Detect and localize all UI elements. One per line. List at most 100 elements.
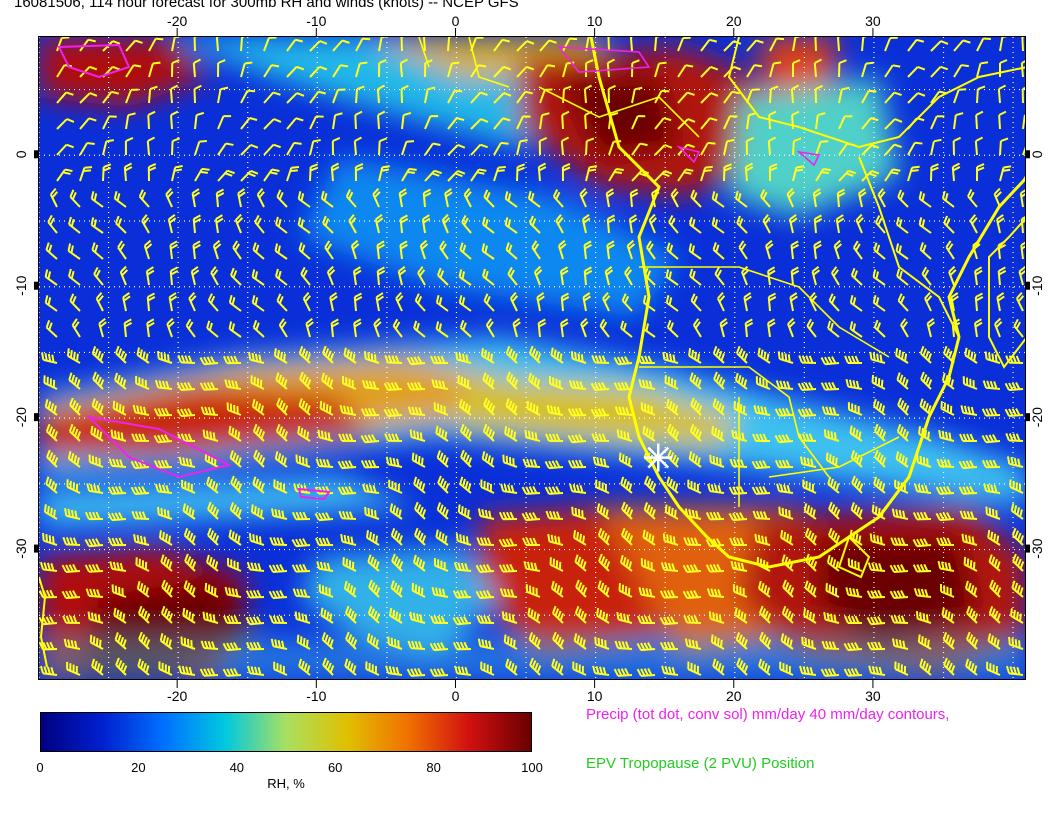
wind-barb xyxy=(895,451,909,468)
wind-barb xyxy=(687,479,702,494)
wind-barb xyxy=(815,140,829,156)
wind-barb xyxy=(585,137,595,156)
wind-barb xyxy=(414,293,426,312)
wind-barb xyxy=(752,433,771,442)
wind-barb xyxy=(69,293,81,312)
wind-barb xyxy=(569,483,587,494)
wind-barb xyxy=(538,136,548,156)
wind-barb xyxy=(447,170,466,182)
wind-barb xyxy=(67,451,81,468)
wind-barb xyxy=(498,563,518,573)
wind-barb xyxy=(895,347,909,364)
wind-barb xyxy=(230,475,243,494)
wind-barb xyxy=(930,163,939,182)
wind-barb xyxy=(64,508,81,520)
wind-barb xyxy=(275,268,288,286)
wind-barb xyxy=(330,318,340,338)
wind-barb xyxy=(963,556,978,572)
wind-barb xyxy=(411,582,426,598)
wind-barb xyxy=(780,529,794,546)
wind-barb xyxy=(224,586,242,598)
wind-barb xyxy=(575,579,588,598)
wind-barb xyxy=(390,580,403,598)
wind-barb xyxy=(644,475,657,494)
wind-barb xyxy=(115,345,128,364)
wind-barb xyxy=(562,61,575,78)
wind-barb xyxy=(983,483,1001,494)
wind-barb xyxy=(774,434,794,444)
wind-barb xyxy=(516,138,528,156)
wind-barb xyxy=(297,217,311,234)
wind-barb xyxy=(974,318,983,338)
wind-barb xyxy=(618,583,633,598)
wind-barb xyxy=(332,88,346,104)
wind-barb xyxy=(275,423,289,442)
wind-barb xyxy=(583,240,592,260)
wind-barb xyxy=(345,189,357,208)
wind-barb xyxy=(631,86,643,104)
wind-barb xyxy=(855,213,864,234)
wind-barb xyxy=(926,318,936,338)
wind-barb xyxy=(733,401,748,416)
wind-barb xyxy=(376,266,386,286)
wind-barb xyxy=(256,188,265,208)
wind-barb xyxy=(767,136,777,156)
wind-barb xyxy=(95,292,104,312)
wind-barb xyxy=(424,115,439,130)
wind-barb xyxy=(907,38,925,52)
wind-barb xyxy=(157,506,173,520)
wind-barb xyxy=(648,213,657,234)
wind-barb xyxy=(113,190,127,208)
wind-barb xyxy=(959,510,978,520)
wind-barb xyxy=(767,318,776,338)
wind-barb xyxy=(662,533,679,546)
wind-barb xyxy=(199,356,219,366)
wind-barb xyxy=(959,433,978,443)
wind-barb xyxy=(441,213,451,234)
wind-barb xyxy=(253,449,266,468)
wind-barb xyxy=(640,558,656,572)
wind-barb xyxy=(228,294,242,312)
wind-barb xyxy=(274,451,288,468)
wind-barb xyxy=(943,215,955,234)
y-tick-label-right: 0 xyxy=(1029,150,1045,158)
wind-barb xyxy=(141,214,150,234)
wind-barb xyxy=(677,37,691,52)
wind-barb xyxy=(269,536,288,546)
wind-barb xyxy=(154,483,173,494)
wind-barb xyxy=(353,318,362,338)
wind-barb xyxy=(56,37,70,52)
wind-barb xyxy=(620,527,634,546)
wind-barb xyxy=(585,59,594,78)
x-tick-label-top: 30 xyxy=(865,13,881,29)
wind-barb xyxy=(976,37,991,52)
wind-barb xyxy=(177,354,196,364)
wind-barb xyxy=(145,266,155,286)
wind-barb xyxy=(552,189,564,208)
wind-barb xyxy=(214,214,224,234)
x-tick-label-bottom: 0 xyxy=(452,688,460,704)
wind-barb xyxy=(591,433,610,442)
wind-barb xyxy=(690,189,702,208)
wind-barb xyxy=(383,382,403,391)
wind-barb xyxy=(744,318,754,338)
wind-barb xyxy=(505,242,518,260)
wind-barb xyxy=(79,166,93,182)
wind-barb xyxy=(251,398,265,416)
wind-barb xyxy=(240,117,258,130)
wind-barb xyxy=(823,429,840,442)
wind-barb xyxy=(223,355,242,365)
wind-barb xyxy=(45,320,58,338)
wind-barb xyxy=(45,242,58,260)
wind-barb xyxy=(455,533,472,546)
colorbar-tick-label: 0 xyxy=(36,760,44,775)
wind-barb xyxy=(317,429,334,442)
wind-barb xyxy=(545,510,564,520)
wind-barb xyxy=(390,527,403,546)
wind-barb xyxy=(555,214,564,234)
wind-barb xyxy=(873,476,886,494)
wind-barb xyxy=(666,476,679,494)
wind-barb xyxy=(857,188,867,208)
wind-barb xyxy=(413,527,427,546)
wind-barb xyxy=(769,85,779,104)
